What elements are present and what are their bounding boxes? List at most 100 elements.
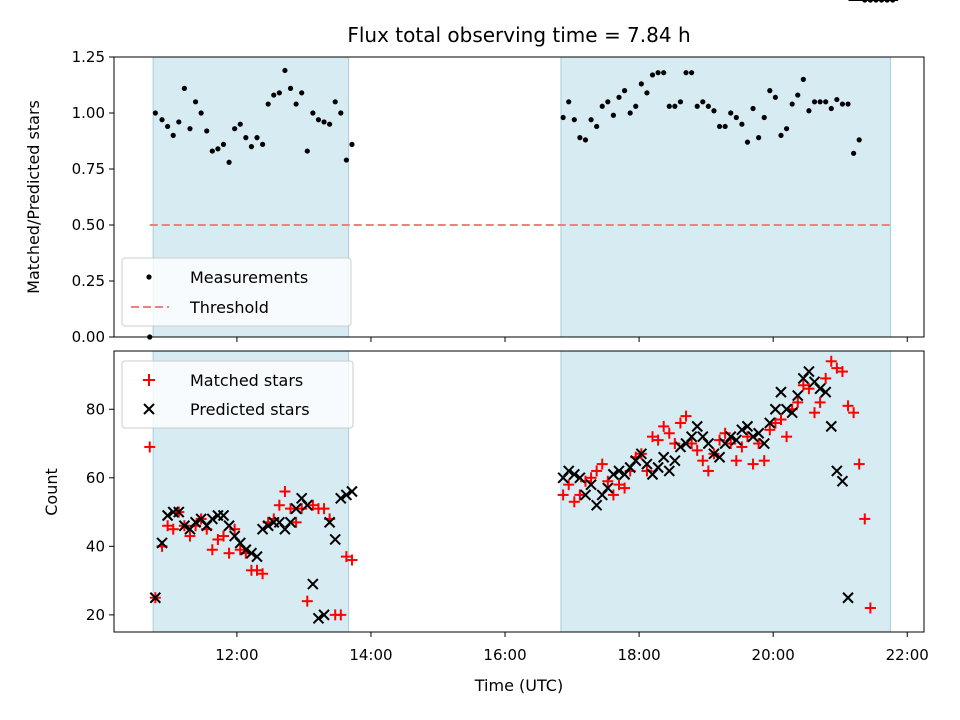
predicted-star-point <box>792 389 804 402</box>
predicted-star-point-b <box>251 550 263 563</box>
predicted-star-point-b <box>161 509 174 522</box>
predicted-star-point <box>730 434 743 446</box>
matched-star-point <box>307 499 319 511</box>
predicted-star-point-b <box>240 544 252 556</box>
measurement-point <box>694 103 700 109</box>
count-y-tick-label: 40 <box>86 537 105 555</box>
measurement-point <box>795 92 801 98</box>
predicted-star-point-b <box>831 465 843 477</box>
predicted-star-point <box>189 516 202 529</box>
x-tick-label: 14:00 <box>349 646 392 664</box>
measurement-point <box>644 90 650 96</box>
measurement-point <box>655 70 661 76</box>
predicted-star-point <box>663 465 675 477</box>
predicted-star-point <box>836 475 849 487</box>
predicted-star-point-b <box>786 406 798 419</box>
measurement-point <box>839 101 846 107</box>
measurement-point <box>789 101 795 107</box>
matched-star-point <box>162 520 174 532</box>
matched-star-point <box>764 424 776 436</box>
predicted-star-point-b <box>273 516 286 529</box>
predicted-star-point-b <box>307 578 319 590</box>
legend-label-matched-stars: Matched stars <box>190 371 303 390</box>
x-tick-label: 12:00 <box>215 646 258 664</box>
predicted-star-point-b <box>563 465 575 477</box>
matched-star-point <box>669 438 681 450</box>
ratio-panel: 0.00 0.25 0.50 0.75 1.00 1.25 Flux total obse… <box>24 0 925 346</box>
matched-star-point <box>318 503 330 515</box>
matched-star-point <box>730 455 742 467</box>
measurement-point <box>327 121 333 127</box>
predicted-star-point-b <box>641 458 653 470</box>
predicted-star-point-b <box>256 523 269 535</box>
predicted-star-point-b <box>340 489 353 501</box>
matched-star-point <box>781 431 793 443</box>
measurement-point <box>571 117 577 123</box>
measurement-point <box>349 141 355 147</box>
predicted-star-point-b <box>613 465 625 477</box>
measurement-point <box>321 119 327 125</box>
matched-star-point <box>697 455 709 467</box>
predicted-star-point <box>335 492 347 505</box>
ratio-panel-y-ticks: 0.00 0.25 0.50 0.75 1.00 1.25 <box>72 48 114 346</box>
matched-star-point <box>602 475 614 487</box>
ratio-y-tick-label: 0.25 <box>72 272 105 290</box>
legend-marker-measurements <box>146 274 152 280</box>
measurement-point <box>661 70 667 76</box>
predicted-star-point <box>713 451 726 463</box>
ratio-y-tick-label: 0.00 <box>72 328 105 346</box>
predicted-star-point <box>725 430 737 443</box>
matched-star-point <box>223 547 235 559</box>
matched-star-point <box>217 530 229 542</box>
measurement-point <box>817 99 823 105</box>
predicted-star-point <box>842 592 854 604</box>
matched-star-point <box>674 417 686 429</box>
measurement-point <box>315 117 322 123</box>
predicted-star-point-b <box>223 520 235 532</box>
count-panel-legend: Matched stars Predicted stars <box>121 360 354 429</box>
predicted-star-point <box>702 437 715 450</box>
predicted-star-point-b <box>173 506 185 518</box>
matched-star-point <box>797 379 809 391</box>
matched-star-point <box>859 513 871 525</box>
matched-star-point <box>563 479 575 491</box>
measurement-point <box>215 146 221 152</box>
predicted-star-point <box>685 430 698 443</box>
ratio-y-tick-label: 0.50 <box>72 216 105 234</box>
measurement-point <box>750 105 756 112</box>
predicted-star-point <box>346 485 358 498</box>
predicted-star-point <box>262 520 274 532</box>
measurement-point <box>254 135 260 141</box>
matched-star-point <box>853 458 865 470</box>
matched-star-point <box>607 489 619 501</box>
predicted-star-point <box>758 437 770 450</box>
measurement-point <box>599 103 605 109</box>
ratio-panel-legend-box <box>121 257 352 327</box>
predicted-star-point-b <box>736 424 748 436</box>
predicted-star-point <box>769 403 782 415</box>
count-panel-y-ticks: 20 40 60 80 <box>86 400 114 624</box>
ratio-panel-x-ticks <box>236 337 908 342</box>
predicted-star-point <box>156 537 168 549</box>
x-tick-label: 22:00 <box>886 646 929 664</box>
measurement-point <box>778 132 784 138</box>
measurement-point <box>209 148 215 154</box>
matched-star-point <box>736 441 748 453</box>
predicted-star-point-b <box>792 389 804 402</box>
predicted-star-point <box>329 533 341 546</box>
predicted-star-point-b <box>607 468 620 481</box>
matched-star-point <box>864 602 876 614</box>
measurement-point <box>638 81 644 87</box>
predicted-star-point-b <box>234 537 246 549</box>
measurement-point <box>271 92 277 98</box>
predicted-star-point <box>206 513 219 525</box>
measurement-point <box>299 90 305 96</box>
observing-window-2 <box>560 56 891 338</box>
count-y-tick-label: 60 <box>86 469 105 487</box>
matched-star-point <box>647 431 659 443</box>
matched-star-point <box>340 551 352 563</box>
predicted-star-point <box>284 516 297 529</box>
x-axis-label: Time (UTC) <box>474 676 563 695</box>
legend-label-threshold: Threshold <box>189 298 269 317</box>
